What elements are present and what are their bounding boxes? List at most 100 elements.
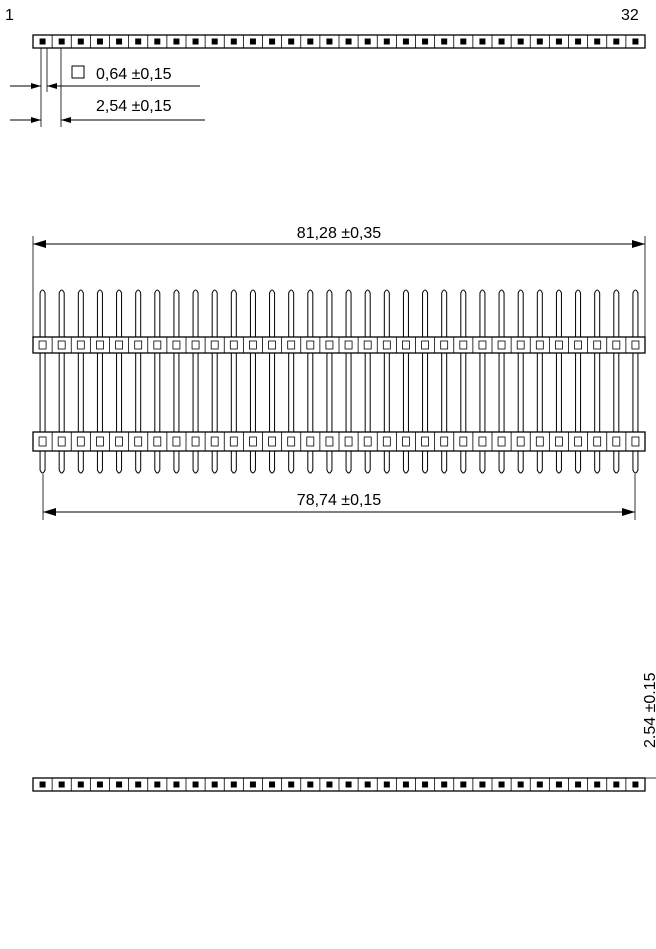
pin-square <box>594 781 601 788</box>
pin-lower <box>58 451 65 474</box>
body-notch <box>306 436 315 447</box>
pin-lower <box>345 451 352 474</box>
pin-square <box>536 38 543 45</box>
pin-square <box>230 38 237 45</box>
pin-upper <box>154 289 161 337</box>
body-notch <box>574 340 582 350</box>
pin-square <box>594 38 601 45</box>
body-notch <box>516 436 525 447</box>
pin-upper <box>211 289 218 337</box>
body-notch <box>593 340 602 350</box>
pin-square <box>116 38 123 45</box>
body-notch <box>612 436 621 447</box>
pin-middle <box>288 352 295 433</box>
pin-square <box>135 38 142 45</box>
body-notch <box>115 436 123 447</box>
bottom-segments <box>51 778 627 791</box>
pin-upper <box>402 289 409 337</box>
body-notch <box>325 436 334 447</box>
pin-square <box>77 38 84 45</box>
pin-upper <box>517 289 524 337</box>
pin-square <box>402 781 409 788</box>
pin-lower <box>96 451 103 474</box>
overall-length-label: 81,28 ±0,35 <box>297 225 382 242</box>
overall-arrow-left <box>33 240 46 248</box>
bottom-pin-squares <box>39 781 639 788</box>
pin-square <box>364 781 371 788</box>
pin-middle <box>326 352 333 433</box>
pin-middle <box>58 352 65 433</box>
pin-upper <box>345 289 352 337</box>
pin-square <box>632 781 639 788</box>
pin-middle <box>632 352 639 433</box>
body-notch <box>38 340 47 350</box>
body-notch <box>535 340 544 350</box>
body-notch <box>344 436 353 447</box>
square-pin-icon <box>71 65 85 79</box>
pin-square <box>422 781 429 788</box>
pin-middle <box>211 352 218 433</box>
pin-square <box>58 781 65 788</box>
body-notch <box>363 436 372 447</box>
body-notch <box>76 436 85 447</box>
pin-middle <box>154 352 161 433</box>
pin-upper <box>441 289 448 337</box>
pin-lower <box>288 451 295 474</box>
pin-middle <box>77 352 84 433</box>
pin-32-label: 32 <box>621 7 639 24</box>
pin-square <box>441 781 448 788</box>
body-notch <box>344 340 353 350</box>
pin-upper <box>269 289 276 337</box>
pin-lower <box>364 451 371 474</box>
pin-middle <box>173 352 180 433</box>
pin-square <box>479 781 486 788</box>
body-notch <box>38 436 47 447</box>
pin-upper <box>422 289 429 337</box>
body-notch <box>287 436 296 447</box>
body-notch <box>363 340 372 350</box>
pin-upper <box>632 289 639 337</box>
pin-upper <box>575 289 582 337</box>
pin-square <box>575 781 582 788</box>
body-notch <box>382 340 391 350</box>
pin-lower <box>402 451 409 474</box>
pin-square <box>116 781 123 788</box>
pin-lower <box>517 451 524 474</box>
pin-square <box>326 38 333 45</box>
pin-upper <box>460 289 467 337</box>
body-notch <box>229 436 238 447</box>
span-arrow-left <box>43 508 56 516</box>
pin-middle <box>479 352 486 433</box>
pitch-label: 2,54 ±0,15 <box>96 98 172 115</box>
pin-middle <box>192 352 199 433</box>
body-notch <box>268 340 276 350</box>
pin-square <box>211 781 218 788</box>
pin-square <box>288 38 295 45</box>
pin-square <box>307 781 314 788</box>
pin-middle <box>249 352 256 433</box>
body-notch <box>497 340 506 350</box>
body-notch <box>421 436 429 447</box>
pin-square <box>96 781 103 788</box>
pin-upper <box>613 289 620 337</box>
pin-upper <box>307 289 314 337</box>
body-notch <box>440 340 449 350</box>
pin-square <box>307 38 314 45</box>
pin-square <box>230 781 237 788</box>
pin-size-label: 0,64 ±0,15 <box>96 66 172 83</box>
pitch-arrow-right <box>61 117 71 123</box>
pin-middle <box>498 352 505 433</box>
pin-size-arrow-right <box>47 83 57 89</box>
body-notch <box>153 340 162 350</box>
body-notch <box>172 340 181 350</box>
body-notch <box>115 340 123 350</box>
pin-upper <box>288 289 295 337</box>
pin-square <box>39 38 46 45</box>
body-notch <box>516 340 525 350</box>
pin-middle <box>441 352 448 433</box>
pin-lower <box>77 451 84 474</box>
pin-upper <box>594 289 601 337</box>
pin-square <box>77 781 84 788</box>
pin-square <box>288 781 295 788</box>
pin-square <box>269 38 276 45</box>
